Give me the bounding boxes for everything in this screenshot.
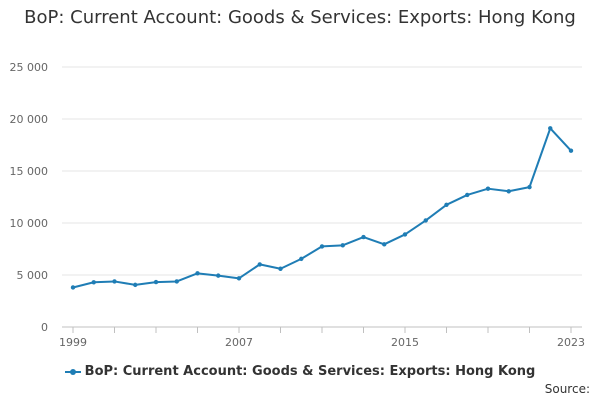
data-point (257, 262, 262, 267)
data-point (465, 192, 470, 198)
data-point (506, 189, 511, 194)
data-point (278, 266, 283, 271)
y-tick-label: 25 000 (10, 61, 49, 74)
data-point (153, 279, 159, 285)
x-tick-label: 2015 (391, 336, 419, 349)
legend-label: BoP: Current Account: Goods & Services: … (84, 364, 536, 379)
y-axis: 0 5 000 10 000 15 000 20 000 25 000 (10, 61, 49, 334)
gridlines (62, 66, 582, 276)
data-point (133, 282, 138, 288)
data-point (568, 148, 574, 153)
x-tick-label: 2023 (557, 336, 585, 349)
data-point (444, 202, 449, 207)
data-point (195, 271, 200, 276)
legend-marker-icon (64, 367, 81, 377)
source-label: Source: (544, 382, 590, 396)
y-tick-label: 15 000 (10, 165, 49, 178)
chart-title: BoP: Current Account: Goods & Services: … (24, 7, 576, 28)
series-layer (70, 126, 574, 290)
data-point (174, 279, 179, 284)
x-tick-label: 2007 (225, 336, 253, 349)
y-tick-label: 0 (41, 321, 48, 334)
data-point (112, 279, 117, 284)
data-point (299, 256, 304, 262)
data-point (382, 242, 387, 247)
y-tick-label: 20 000 (10, 113, 49, 126)
data-point (485, 186, 491, 191)
legend[interactable]: BoP: Current Account: Goods & Services: … (0, 364, 600, 379)
data-point (548, 126, 553, 131)
data-point (319, 244, 325, 249)
x-axis: 1999 2007 2015 2023 (59, 326, 585, 349)
y-tick-label: 5 000 (17, 269, 49, 282)
data-point (423, 218, 428, 223)
x-tick-label: 1999 (59, 336, 87, 349)
data-point (216, 273, 221, 278)
series-line (72, 127, 572, 289)
data-point (91, 280, 96, 285)
data-point (236, 276, 242, 281)
data-point (70, 285, 76, 290)
data-point (527, 184, 532, 190)
data-point (402, 232, 408, 237)
data-point (361, 234, 366, 240)
y-tick-label: 10 000 (10, 217, 49, 230)
data-point (340, 243, 345, 248)
